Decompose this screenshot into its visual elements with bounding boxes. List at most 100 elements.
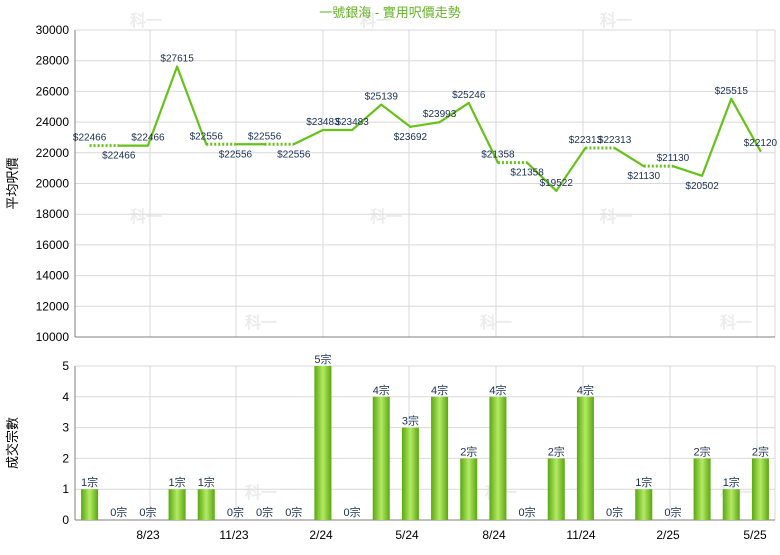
volume-bar	[314, 366, 332, 520]
price-line-segment	[467, 101, 500, 164]
x-tick-label: 11/23	[219, 528, 248, 542]
price-data-label: $22466	[73, 133, 107, 144]
volume-data-label: 1宗	[723, 475, 740, 489]
volume-bar	[693, 458, 711, 520]
volume-bar	[431, 396, 449, 520]
price-ytick-label: 20000	[36, 177, 70, 191]
x-tick-label: 5/25	[743, 528, 767, 542]
price-data-label: $27615	[160, 54, 194, 65]
price-ytick-label: 14000	[36, 269, 70, 283]
volume-data-label: 4宗	[431, 383, 448, 397]
watermark-text: 科一	[720, 313, 752, 332]
volume-data-label: 1宗	[81, 475, 98, 489]
price-ytick-label: 24000	[36, 115, 70, 129]
price-ytick-label: 28000	[36, 54, 70, 68]
x-tick-label: 5/24	[395, 528, 419, 542]
price-line-segment	[409, 121, 441, 128]
price-data-label: $22556	[219, 149, 253, 160]
price-data-label: $23692	[394, 132, 428, 143]
volume-data-label: 1宗	[169, 475, 186, 489]
watermark-text: 科一	[600, 207, 632, 226]
watermark-text: 科一	[360, 11, 392, 30]
x-tick-label: 8/24	[482, 528, 506, 542]
volume-panel: 0 1 2 3 4 5 成交宗數 1宗 0宗 0宗 1宗 1宗 0宗 0宗 0宗 5宗 0宗 4宗 3宗 4宗 2宗 4宗…	[5, 352, 776, 542]
volume-data-label: 0宗	[664, 505, 681, 519]
price-line-segment	[438, 101, 470, 124]
x-tick-label: 11/24	[566, 528, 595, 542]
price-data-label: $21130	[627, 171, 660, 182]
price-data-label: $22313	[598, 135, 632, 146]
price-line-segment	[525, 161, 558, 192]
volume-ytick-label: 3	[62, 421, 69, 435]
price-data-label: $21130	[657, 153, 690, 164]
x-tick-label: 8/23	[136, 528, 160, 542]
volume-data-label: 1宗	[198, 475, 215, 489]
volume-ytick-label: 2	[62, 451, 69, 465]
volume-ytick-label: 1	[62, 482, 69, 496]
volume-data-label: 4宗	[577, 383, 594, 397]
volume-bar	[722, 489, 740, 520]
volume-data-label: 4宗	[489, 383, 506, 397]
price-ytick-label: 12000	[36, 299, 70, 313]
volume-ytick-label: 4	[62, 390, 69, 404]
price-line-segment	[730, 97, 762, 153]
price-data-label: $22313	[569, 135, 603, 146]
volume-data-label: 0宗	[519, 505, 536, 519]
volume-bar	[460, 458, 478, 520]
volume-data-label: 0宗	[344, 505, 361, 519]
price-data-label: $25246	[452, 90, 486, 101]
price-line-segment	[146, 65, 179, 147]
volume-ylabel: 成交宗數	[5, 417, 20, 469]
price-data-label: $23993	[423, 109, 457, 120]
price-data-label: $20502	[685, 181, 719, 192]
volume-ytick-label: 5	[62, 359, 69, 373]
volume-ytick-label: 0	[62, 513, 69, 527]
watermark-text: 科一	[370, 207, 402, 226]
x-tick-label: 2/25	[656, 528, 680, 542]
price-data-label: $21358	[510, 168, 544, 179]
price-data-label: $21358	[481, 150, 515, 161]
watermark-text: 科一	[245, 483, 277, 502]
price-panel: 10000 12000 14000 16000 18000 20000 22000 24000…	[5, 23, 778, 344]
price-data-label: $22466	[131, 133, 165, 144]
price-line-segment	[700, 97, 733, 177]
volume-data-label: 0宗	[227, 505, 244, 519]
price-data-label: $22466	[102, 151, 136, 162]
volume-data-label: 2宗	[548, 444, 565, 458]
price-data-label: $19522	[540, 178, 574, 189]
volume-data-label: 0宗	[139, 505, 156, 519]
x-tick-label: 2/24	[309, 528, 333, 542]
volume-data-label: 2宗	[460, 444, 477, 458]
price-data-label: $25139	[365, 92, 399, 103]
volume-bar	[635, 489, 653, 520]
price-ylabel: 平均呎價	[5, 157, 20, 209]
volume-data-label: 2宗	[752, 444, 769, 458]
price-ytick-label: 18000	[36, 207, 70, 221]
price-data-label: $25515	[715, 86, 749, 97]
price-line-segment	[350, 103, 383, 132]
watermark-text: 科一	[245, 313, 277, 332]
volume-data-label: 0宗	[110, 505, 127, 519]
volume-bar	[81, 489, 99, 520]
volume-data-label: 5宗	[314, 352, 331, 366]
volume-data-label: 0宗	[256, 505, 273, 519]
price-data-label: $22556	[277, 149, 311, 160]
price-line-segment	[175, 65, 208, 146]
watermark-layer: 科一科一科一科一科一科一科一科一科一科一科一科一	[130, 11, 752, 502]
price-data-label: $22556	[190, 131, 224, 142]
volume-bar	[168, 489, 186, 520]
price-line-segment	[555, 146, 587, 192]
volume-bar	[401, 427, 419, 520]
volume-bar	[751, 458, 769, 520]
price-ytick-label: 26000	[36, 84, 70, 98]
price-line-segment	[380, 103, 412, 128]
volume-bar	[197, 489, 215, 520]
volume-data-label: 1宗	[635, 475, 652, 489]
volume-data-label: 4宗	[373, 383, 390, 397]
volume-bar	[372, 396, 390, 520]
price-line-segment	[613, 146, 645, 168]
volume-bar	[547, 458, 565, 520]
price-ytick-label: 10000	[36, 330, 70, 344]
